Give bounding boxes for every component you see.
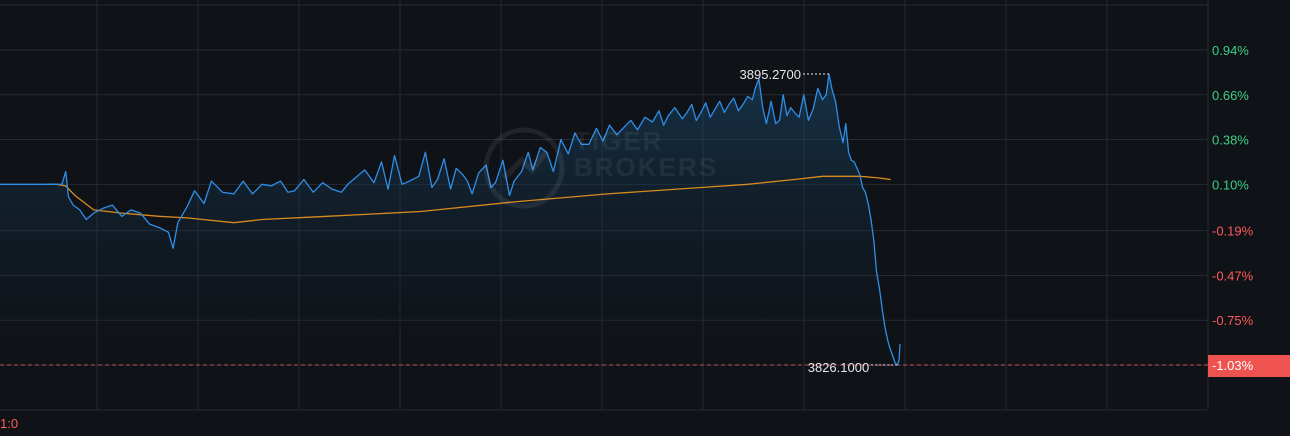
average-line [47, 175, 891, 224]
axis-tick-label: 0.66% [1212, 88, 1249, 103]
tiger-logo-icon [483, 127, 565, 209]
price-line [0, 73, 901, 366]
price-area-fill [0, 74, 900, 410]
high-price-label: 3895.2700 [740, 67, 801, 82]
axis-tick-label: 0.10% [1212, 177, 1249, 192]
axis-tick-label: 0.38% [1212, 133, 1249, 148]
axis-tick-label: -0.19% [1212, 224, 1254, 239]
watermark-logo: TIGER BROKERS [574, 126, 719, 182]
high-low-marks: 3895.2700 3826.1000 [740, 67, 898, 375]
right-axis: 0.94% 0.66% 0.38% 0.10% -0.19% -0.47% -0.75% [1212, 43, 1254, 328]
axis-tick-label: -0.75% [1212, 313, 1254, 328]
low-price-label: 3826.1000 [808, 360, 869, 375]
axis-tick-label: 0.94% [1212, 43, 1249, 58]
time-axis-label: 1:0 [0, 416, 19, 431]
current-change-badge: -1.03% [1208, 355, 1290, 377]
axis-tick-label: -0.47% [1212, 268, 1254, 283]
